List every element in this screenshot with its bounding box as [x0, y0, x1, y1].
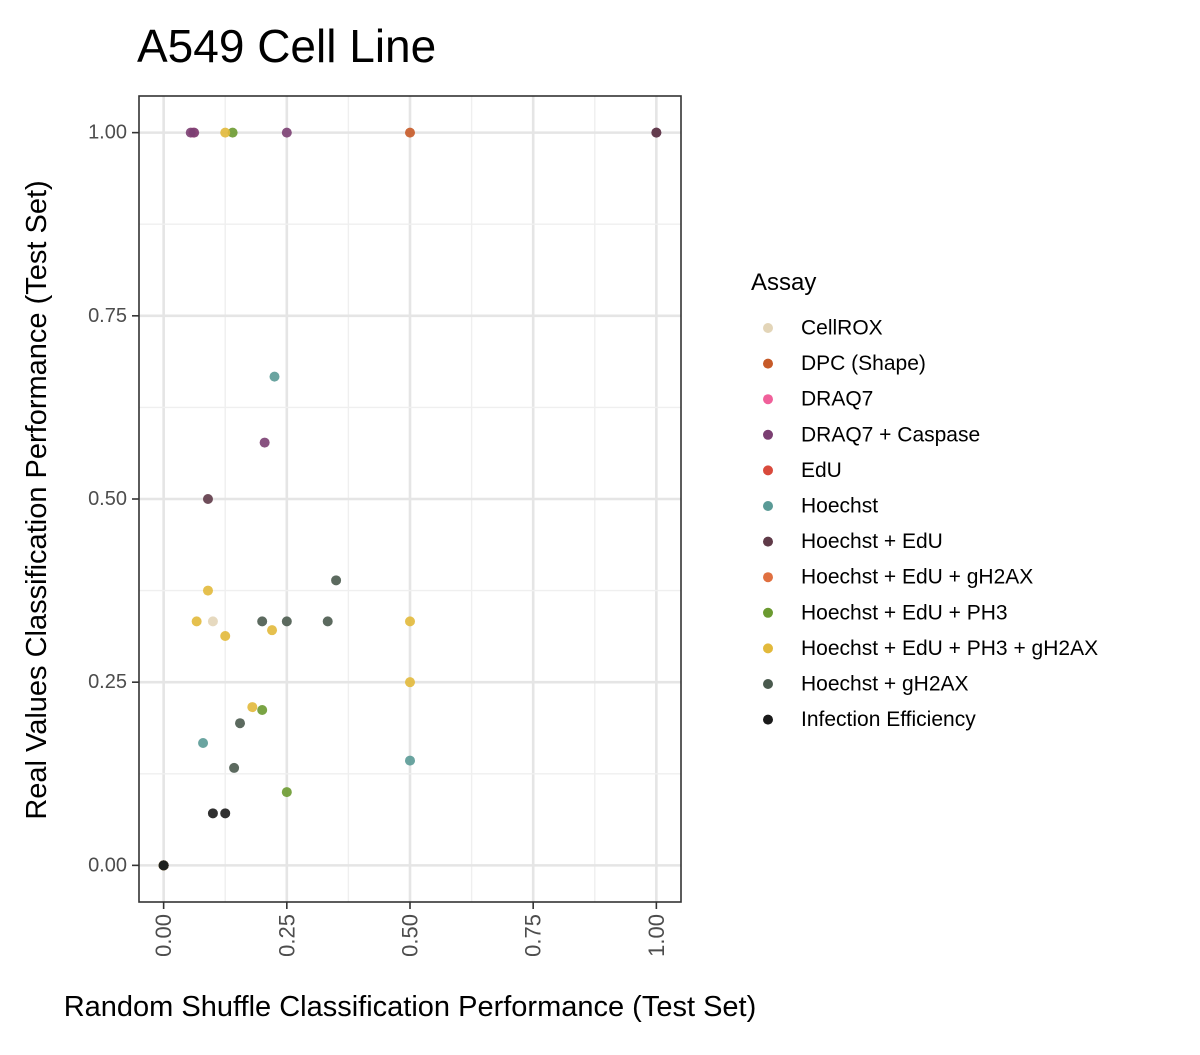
legend-swatch: [763, 501, 773, 511]
legend-swatch: [763, 643, 773, 654]
y-tick-label: 0.00: [88, 854, 127, 876]
data-point: [207, 808, 218, 819]
chart-title: A549 Cell Line: [137, 20, 436, 72]
x-tick-label: 0.75: [521, 914, 546, 957]
data-point: [281, 127, 292, 138]
legend-label: EdU: [801, 459, 842, 482]
data-point: [281, 616, 292, 627]
x-axis-title: Random Shuffle Classification Performanc…: [64, 991, 757, 1023]
data-point: [235, 718, 246, 729]
legend-label: Hoechst + EdU + PH3: [801, 601, 1008, 624]
y-tick-label: 0.50: [88, 488, 127, 510]
y-axis-ticks: 0.00 0.25 0.50 0.75 1.00: [88, 122, 139, 876]
x-tick-label: 0.50: [398, 914, 423, 957]
legend-swatch: [763, 429, 773, 440]
legend-label: DPC (Shape): [801, 352, 926, 375]
legend-swatch: [763, 572, 773, 583]
legend-label: Hoechst + EdU + gH2AX: [801, 566, 1033, 589]
data-point: [257, 705, 268, 716]
legend-label: DRAQ7 + Caspase: [801, 423, 980, 446]
legend-label: CellROX: [801, 317, 883, 340]
data-point: [331, 575, 342, 586]
y-tick-label: 0.75: [88, 305, 127, 327]
data-point: [220, 808, 231, 819]
legend-label: Hoechst + gH2AX: [801, 673, 969, 696]
x-tick-label: 1.00: [644, 914, 669, 957]
data-point: [267, 625, 278, 636]
legend-swatch: [763, 394, 773, 405]
data-point: [322, 616, 333, 627]
y-axis-title: Real Values Classification Performance (…: [21, 180, 53, 819]
data-point: [405, 127, 415, 138]
data-point: [257, 616, 268, 627]
data-point: [220, 127, 231, 138]
data-point: [158, 860, 169, 871]
data-point: [207, 616, 218, 627]
legend-swatch: [763, 607, 773, 618]
data-point: [651, 127, 662, 138]
data-point: [405, 755, 415, 766]
legend-label: DRAQ7: [801, 388, 873, 411]
y-tick-label: 0.25: [88, 671, 127, 693]
data-point: [259, 437, 270, 448]
legend: Assay CellROX DPC (Shape) DRAQ7 DRAQ7 + Cas…: [751, 269, 1098, 731]
legend-label: Hoechst + EdU + PH3 + gH2AX: [801, 637, 1098, 660]
legend-label: Infection Efficiency: [801, 708, 976, 731]
x-axis-ticks: 0.00 0.25 0.50 0.75 1.00: [151, 902, 669, 957]
data-point: [405, 616, 415, 627]
data-point: [281, 787, 292, 798]
x-tick-label: 0.25: [274, 914, 299, 957]
y-tick-label: 1.00: [88, 122, 127, 144]
data-points: [158, 127, 662, 871]
legend-swatch: [763, 714, 773, 725]
data-point: [220, 631, 231, 642]
legend-title: Assay: [751, 269, 816, 296]
data-point: [189, 127, 200, 138]
legend-swatch: [763, 536, 773, 547]
data-point: [227, 127, 238, 138]
data-point: [202, 494, 213, 504]
grid-lines: [139, 96, 681, 902]
data-point: [229, 762, 240, 773]
legend-swatch: [763, 323, 773, 333]
legend-swatch: [763, 358, 773, 369]
data-point: [198, 737, 209, 748]
data-point: [191, 616, 202, 627]
x-tick-label: 0.00: [151, 914, 176, 957]
data-point: [247, 702, 258, 713]
legend-swatch: [763, 465, 773, 476]
legend-swatch: [763, 679, 773, 689]
legend-label: Hoechst + EdU: [801, 530, 943, 553]
legend-label: Hoechst: [801, 495, 878, 518]
data-point: [269, 371, 280, 382]
data-point: [405, 677, 415, 688]
data-point: [202, 585, 213, 596]
